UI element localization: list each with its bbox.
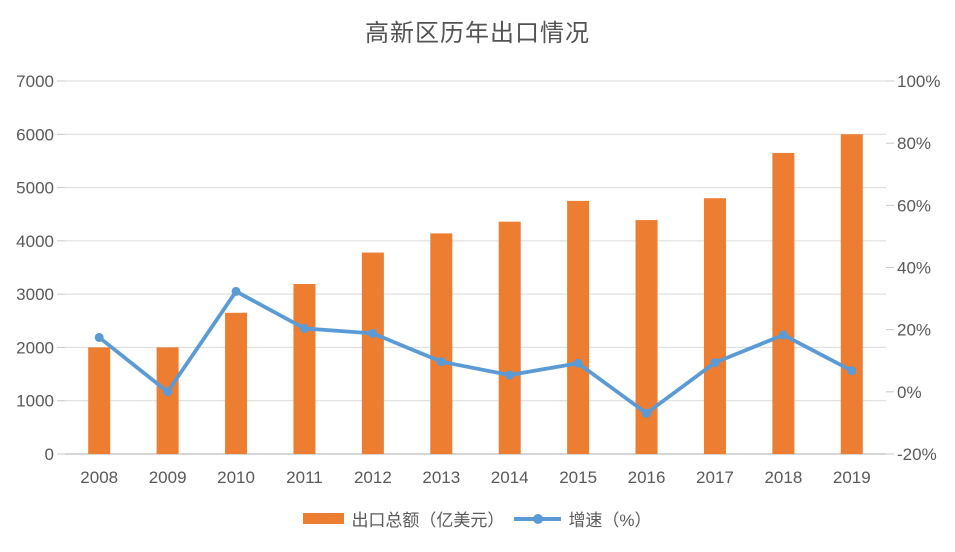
growth-marker-2015 bbox=[573, 358, 583, 368]
left-axis-label: 5000 bbox=[16, 179, 54, 198]
right-axis-label: 0% bbox=[897, 383, 922, 402]
growth-marker-2014 bbox=[505, 370, 515, 380]
chart-title: 高新区历年出口情况 bbox=[365, 19, 590, 47]
growth-marker-2017 bbox=[710, 358, 720, 368]
bar-2009 bbox=[156, 347, 179, 454]
growth-marker-2018 bbox=[778, 330, 788, 340]
x-axis-label: 2011 bbox=[286, 468, 323, 487]
legend-label-growth: 增速（%） bbox=[568, 511, 652, 530]
bar-2014 bbox=[498, 221, 521, 454]
left-axis-label: 2000 bbox=[16, 338, 54, 357]
legend-item-growth: 增速（%） bbox=[514, 506, 652, 531]
bar-2012 bbox=[361, 252, 384, 454]
x-axis-label: 2009 bbox=[149, 468, 187, 487]
left-axis-label: 0 bbox=[45, 445, 54, 464]
chart-legend: 出口总额（亿美元） 增速（%） bbox=[0, 506, 955, 531]
growth-marker-2013 bbox=[436, 357, 446, 367]
left-axis-label: 3000 bbox=[16, 285, 54, 304]
right-axis-label: 60% bbox=[897, 196, 931, 215]
left-axis-label: 4000 bbox=[16, 232, 54, 251]
growth-marker-dot-icon bbox=[533, 513, 544, 524]
right-axis-label: 80% bbox=[897, 134, 931, 153]
bar-2008 bbox=[88, 347, 111, 454]
right-axis-label: 40% bbox=[897, 259, 931, 278]
bar-2015 bbox=[567, 200, 590, 454]
bar-2019 bbox=[840, 134, 863, 455]
x-axis-label: 2013 bbox=[422, 468, 460, 487]
left-axis-label: 6000 bbox=[16, 125, 54, 144]
growth-marker-2009 bbox=[163, 387, 173, 397]
x-axis-label: 2017 bbox=[696, 468, 734, 487]
right-axis-label: 100% bbox=[897, 72, 940, 91]
growth-marker-2019 bbox=[847, 366, 857, 376]
right-axis-label: 20% bbox=[897, 321, 931, 340]
x-axis-label: 2010 bbox=[217, 468, 255, 487]
bar-2010 bbox=[225, 312, 248, 454]
x-axis-label: 2018 bbox=[764, 468, 802, 487]
left-axis-label: 7000 bbox=[16, 72, 54, 91]
x-axis-label: 2008 bbox=[80, 468, 118, 487]
legend-label-exports: 出口总额（亿美元） bbox=[351, 511, 505, 530]
right-axis-label: -20% bbox=[897, 445, 937, 464]
bar-2016 bbox=[635, 220, 658, 454]
left-axis-label: 1000 bbox=[16, 392, 54, 411]
x-axis-label: 2019 bbox=[833, 468, 871, 487]
x-axis-label: 2014 bbox=[491, 468, 529, 487]
bar-2017 bbox=[703, 198, 726, 454]
bar-2011 bbox=[293, 284, 316, 454]
growth-marker-2011 bbox=[299, 323, 309, 333]
x-axis-label: 2016 bbox=[628, 468, 666, 487]
growth-line-swatch-icon bbox=[514, 513, 562, 524]
growth-marker-2012 bbox=[368, 328, 378, 338]
growth-marker-2008 bbox=[94, 332, 104, 342]
x-axis-label: 2012 bbox=[354, 468, 392, 487]
exports-bar-swatch-icon bbox=[303, 513, 345, 524]
bar-2013 bbox=[430, 233, 453, 454]
growth-marker-2016 bbox=[642, 408, 652, 418]
bar-2018 bbox=[772, 152, 795, 454]
x-axis-label: 2015 bbox=[559, 468, 597, 487]
legend-item-exports: 出口总额（亿美元） bbox=[303, 506, 504, 531]
growth-marker-2010 bbox=[231, 286, 241, 296]
growth-line bbox=[97, 289, 854, 416]
